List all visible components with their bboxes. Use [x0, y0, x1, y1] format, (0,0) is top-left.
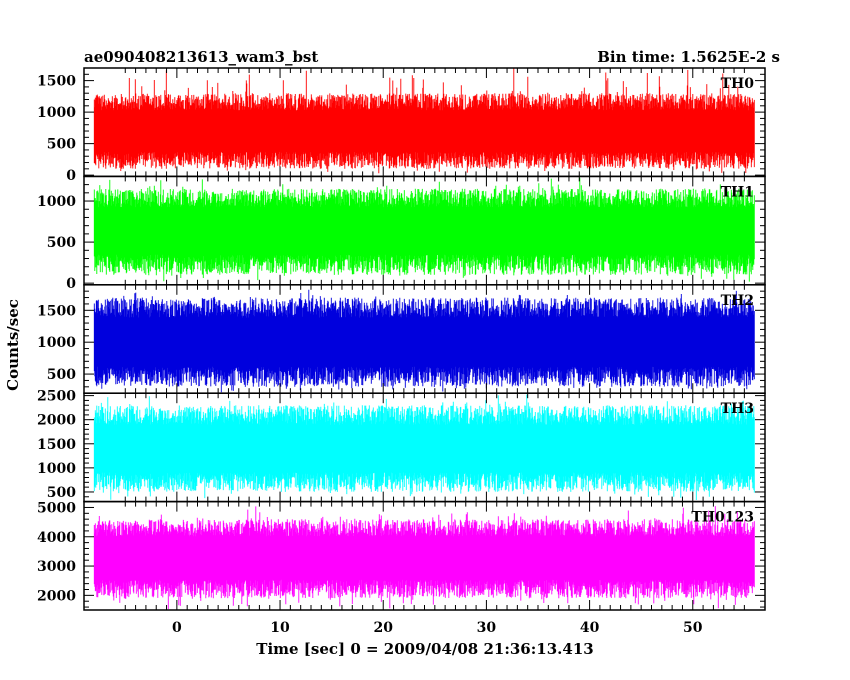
- panel-th3: 500 1000 1500 2000 2500 TH3: [37, 389, 766, 503]
- x-tick-label: 40: [580, 620, 600, 636]
- panel-label-th1: TH1: [721, 184, 754, 200]
- title-left: ae090408213613_wam3_bst: [84, 48, 318, 66]
- panel-label-th0: TH0: [721, 76, 755, 92]
- y-tick-label: 1500: [37, 303, 76, 319]
- panel-th0123: 2000 3000 4000 5000 TH0123: [37, 500, 766, 611]
- panel-th2: 500 1000 1500 TH2: [37, 284, 766, 394]
- y-tick-label: 500: [47, 485, 76, 501]
- panel-th0: 0 500 1000 1500 TH0: [37, 67, 766, 184]
- panel-label-th3: TH3: [721, 401, 754, 417]
- y-tick-label: 2000: [37, 588, 76, 604]
- series-th1: [93, 177, 755, 282]
- y-tick-label: 5000: [37, 500, 76, 516]
- y-tick-label: 1000: [37, 335, 76, 351]
- y-tick-label: 2000: [37, 413, 76, 429]
- y-tick-label: 1000: [37, 194, 76, 210]
- y-tick-label: 1500: [37, 74, 76, 90]
- y-tick-label: 500: [47, 137, 76, 153]
- y-tick-label: 3000: [37, 559, 76, 575]
- y-tick-label: 1000: [37, 105, 76, 121]
- x-axis-label: Time [sec] 0 = 2009/04/08 21:36:13.413: [256, 640, 593, 658]
- x-tick-label: 10: [270, 620, 290, 636]
- series-th2: [93, 289, 755, 393]
- panel-label-th0123: TH0123: [691, 510, 754, 526]
- panel-th1: 0 500 1000 TH1: [37, 175, 766, 292]
- y-tick-label: 500: [47, 235, 76, 251]
- y-tick-label: 1500: [37, 437, 76, 453]
- x-tick-label: 20: [373, 620, 393, 636]
- y-tick-label: 2500: [37, 389, 76, 405]
- series-th3: [93, 394, 755, 500]
- y-tick-label: 0: [66, 168, 76, 184]
- x-tick-label: 0: [172, 620, 182, 636]
- title-right: Bin time: 1.5625E-2 s: [597, 48, 780, 66]
- x-tick-label: 50: [683, 620, 703, 636]
- y-tick-label: 0: [66, 276, 76, 292]
- y-axis-label: Counts/sec: [4, 299, 22, 391]
- series-th0123: [93, 506, 755, 609]
- y-tick-label: 500: [47, 367, 76, 383]
- panel-label-th2: TH2: [721, 293, 754, 309]
- series-th0: [93, 68, 755, 174]
- y-tick-label: 4000: [37, 530, 76, 546]
- x-tick-label: 30: [477, 620, 497, 636]
- y-tick-label: 1000: [37, 461, 76, 477]
